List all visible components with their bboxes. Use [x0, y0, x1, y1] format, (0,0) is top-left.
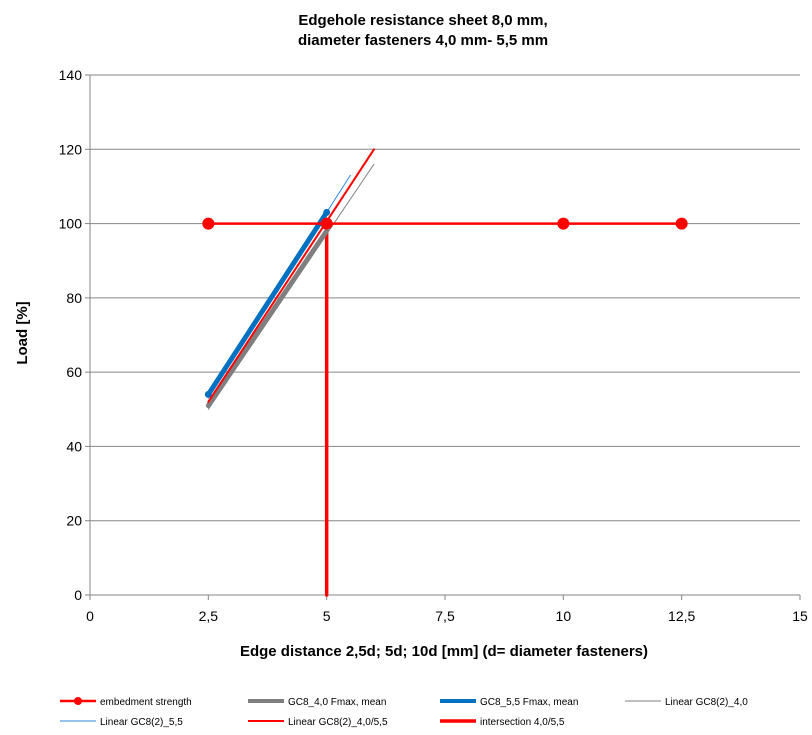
y-tick-label: 120 [59, 141, 83, 157]
legend-label: GC8_4,0 Fmax, mean [288, 697, 386, 708]
series-line [205, 209, 330, 397]
x-tick-label: 12,5 [668, 608, 695, 624]
chart-title-line2: diameter fasteners 4,0 mm- 5,5 mm [298, 32, 548, 49]
legend-label: Linear GC8(2)_4,0 [665, 697, 748, 708]
y-tick-label: 60 [66, 364, 82, 380]
y-tick-label: 140 [59, 67, 83, 83]
y-tick-label: 0 [74, 587, 82, 603]
chart-title-line1: Edgehole resistance sheet 8,0 mm, [298, 12, 547, 29]
x-tick-label: 5 [323, 608, 331, 624]
y-tick-label: 40 [66, 438, 82, 454]
tick-labels: 0 20 40 60 80 100 120 140 0 2,5 5 7,5 10 12,5 15 [59, 67, 808, 624]
legend-label: intersection 4,0/5,5 [480, 717, 565, 728]
legend-label: Linear GC8(2)_4,0/5,5 [288, 717, 388, 728]
data-point [557, 217, 570, 230]
grid [90, 74, 800, 522]
y-tick-label: 100 [59, 216, 83, 232]
data-point [675, 217, 688, 230]
x-tick-label: 2,5 [199, 608, 219, 624]
legend: embedment strength GC8_4,0 Fmax, mean GC8_… [60, 697, 748, 728]
legend-label: Linear GC8(2)_5,5 [100, 717, 183, 728]
y-tick-label: 80 [66, 290, 82, 306]
axes [85, 74, 801, 600]
y-tick-label: 20 [66, 513, 82, 529]
series-line [205, 228, 330, 409]
data-point [320, 217, 333, 230]
x-axis-label: Edge distance 2,5d; 5d; 10d [mm] (d= dia… [240, 643, 648, 660]
x-tick-label: 10 [556, 608, 572, 624]
x-tick-label: 7,5 [435, 608, 455, 624]
data-point [202, 217, 215, 230]
series-lines [202, 148, 688, 597]
x-tick-label: 15 [792, 608, 808, 624]
x-tick-label: 0 [86, 608, 94, 624]
legend-label: embedment strength [100, 697, 192, 708]
data-point [323, 208, 331, 216]
y-axis-label: Load [%] [14, 301, 31, 364]
series-line [207, 148, 375, 403]
data-point [204, 390, 212, 398]
legend-label: GC8_5,5 Fmax, mean [480, 697, 578, 708]
legend-marker [74, 697, 82, 705]
